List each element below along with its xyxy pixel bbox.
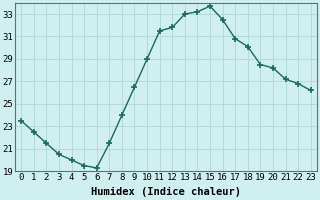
X-axis label: Humidex (Indice chaleur): Humidex (Indice chaleur) <box>91 187 241 197</box>
